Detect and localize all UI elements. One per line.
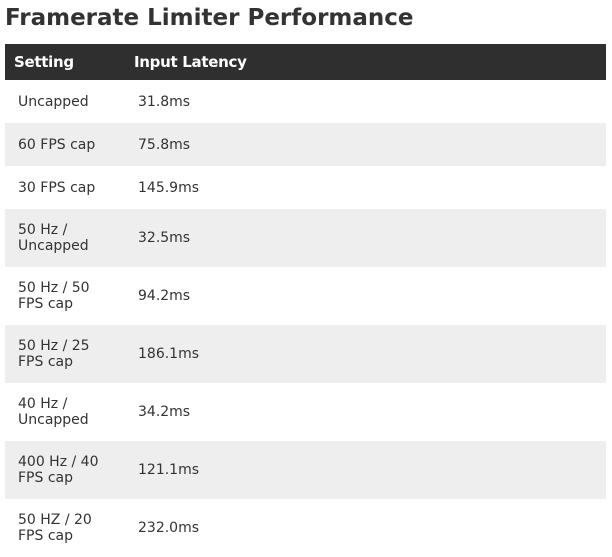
setting-cell: 50 Hz / Uncapped [18,222,89,254]
table-row: 40 Hz / Uncapped 34.2ms [5,383,606,441]
setting-cell: Uncapped [18,93,89,110]
setting-cell: 400 Hz / 40 FPS cap [18,454,99,486]
table-row: 50 Hz / 50 FPS cap 94.2ms [5,267,606,325]
table-row: 30 FPS cap 145.9ms [5,166,606,209]
input-latency-cell: 32.5ms [138,230,191,246]
table-header: Setting Input Latency [5,44,606,80]
table-row: 50 Hz / 25 FPS cap 186.1ms [5,325,606,383]
table-row: Uncapped 31.8ms [5,80,606,123]
input-latency-cell: 75.8ms [138,136,191,153]
column-header-input-latency: Input Latency [134,53,247,71]
column-header-setting: Setting [14,53,74,71]
input-latency-cell: 186.1ms [138,346,200,362]
setting-cell: 60 FPS cap [18,136,96,153]
setting-cell: 50 HZ / 20 FPS cap [18,512,92,544]
latency-table: Setting Input Latency Uncapped 31.8ms 60 F… [5,44,606,557]
input-latency-cell: 34.2ms [138,404,191,420]
table-title: Framerate Limiter Performance [5,5,414,31]
setting-cell: 30 FPS cap [18,179,96,196]
table-row: 50 HZ / 20 FPS cap 232.0ms [5,499,606,557]
input-latency-cell: 232.0ms [138,520,200,536]
input-latency-cell: 31.8ms [138,93,191,110]
setting-cell: 50 Hz / 25 FPS cap [18,338,90,370]
input-latency-cell: 94.2ms [138,288,191,304]
setting-cell: 50 Hz / 50 FPS cap [18,280,90,312]
table-body: Uncapped 31.8ms 60 FPS cap 75.8ms 30 FPS cap… [5,80,606,557]
table-row: 50 Hz / Uncapped 32.5ms [5,209,606,267]
setting-cell: 40 Hz / Uncapped [18,396,89,428]
table-row: 60 FPS cap 75.8ms [5,123,606,166]
table-row: 400 Hz / 40 FPS cap 121.1ms [5,441,606,499]
input-latency-cell: 145.9ms [138,179,200,196]
input-latency-cell: 121.1ms [138,462,200,478]
